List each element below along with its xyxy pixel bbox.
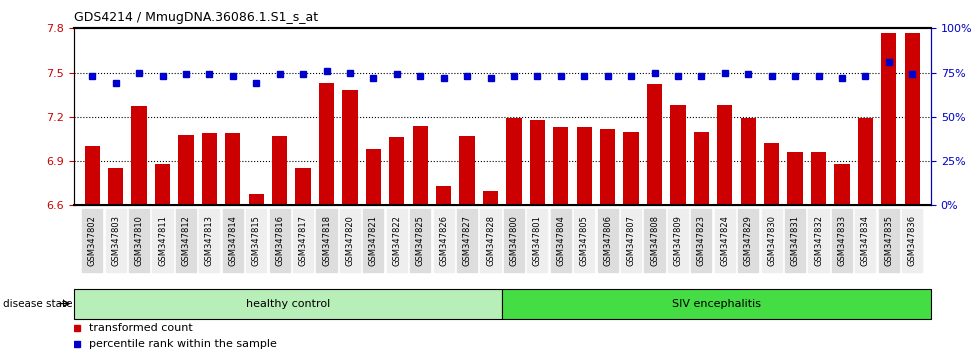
Bar (389, 137, 405, 205)
Bar (905, 33, 920, 205)
Bar (202, 133, 217, 205)
Text: GDS4214 / MmugDNA.36086.1.S1_s_at: GDS4214 / MmugDNA.36086.1.S1_s_at (74, 11, 318, 24)
Bar (741, 118, 756, 205)
Text: percentile rank within the sample: percentile rank within the sample (89, 339, 276, 349)
Bar (155, 164, 171, 205)
Text: SIV encephalitis: SIV encephalitis (672, 298, 761, 309)
Bar (670, 105, 686, 205)
Bar (249, 194, 264, 205)
Bar (576, 127, 592, 205)
Bar (74, 289, 502, 319)
Bar (600, 129, 615, 205)
Bar (483, 190, 498, 205)
Bar (84, 146, 100, 205)
Bar (460, 136, 474, 205)
Text: disease state: disease state (3, 298, 73, 309)
Bar (318, 83, 334, 205)
Bar (507, 118, 521, 205)
Bar (858, 118, 873, 205)
Bar (366, 149, 381, 205)
Bar (296, 169, 311, 205)
Bar (694, 132, 709, 205)
Bar (717, 105, 732, 205)
Bar (788, 152, 803, 205)
Text: healthy control: healthy control (246, 298, 330, 309)
Text: transformed count: transformed count (89, 322, 193, 332)
Bar (530, 120, 545, 205)
Bar (131, 107, 147, 205)
Bar (623, 132, 639, 205)
Bar (272, 136, 287, 205)
Bar (436, 186, 452, 205)
Bar (225, 133, 240, 205)
Bar (834, 164, 850, 205)
Bar (553, 127, 568, 205)
Bar (108, 169, 123, 205)
Bar (342, 90, 358, 205)
Bar (413, 126, 428, 205)
Bar (178, 135, 194, 205)
Bar (647, 84, 662, 205)
Bar (502, 289, 931, 319)
Bar (881, 33, 897, 205)
Bar (764, 143, 779, 205)
Bar (810, 152, 826, 205)
